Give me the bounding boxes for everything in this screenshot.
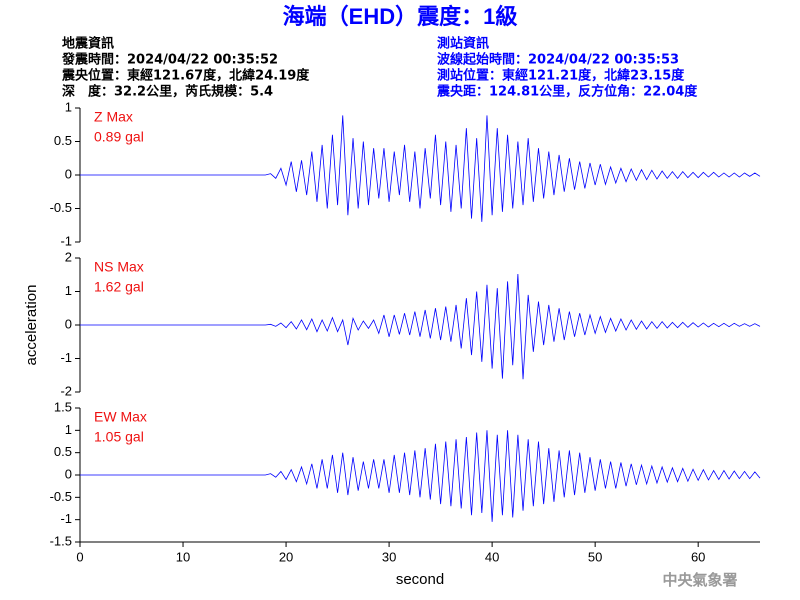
x-tick-label: 0 <box>76 549 83 564</box>
y-tick-label: -1 <box>60 350 72 365</box>
y-tick-label: -1 <box>60 233 72 248</box>
panel-label: EW Max <box>94 409 147 425</box>
y-tick-label: 0 <box>65 166 72 181</box>
waveform <box>80 274 761 380</box>
chart-title: 海端（EHD）震度：1級 <box>283 4 518 29</box>
y-tick-label: 0 <box>65 466 72 481</box>
panel-label: Z Max <box>94 109 133 125</box>
x-tick-label: 10 <box>176 549 190 564</box>
y-tick-label: 1 <box>65 283 72 298</box>
max-label: 0.89 gal <box>94 129 144 145</box>
left-info: 發震時間：2024/04/22 00:35:52 <box>61 52 278 68</box>
max-label: 1.05 gal <box>94 429 144 445</box>
right-info: 震央距：124.81公里，反方位角：22.04度 <box>436 84 698 100</box>
left-info: 地震資訊 <box>62 36 114 52</box>
footer: 中央氣象署 <box>662 571 737 589</box>
y-tick-label: -0.5 <box>50 200 72 215</box>
left-info: 深 度：32.2公里，芮氏規模：5.4 <box>62 84 273 100</box>
y-tick-label: 1 <box>65 422 72 437</box>
y-tick-label: 0 <box>65 316 72 331</box>
x-axis-label: second <box>396 571 444 588</box>
x-tick-label: 50 <box>588 549 602 564</box>
y-axis-label: acceleration <box>23 285 40 366</box>
waveform <box>80 430 761 522</box>
y-tick-label: 2 <box>65 249 72 264</box>
x-tick-label: 20 <box>279 549 293 564</box>
x-tick-label: 60 <box>691 549 705 564</box>
panel-label: NS Max <box>94 259 144 275</box>
y-tick-label: 1.5 <box>54 399 72 414</box>
y-tick-label: -0.5 <box>50 489 72 504</box>
y-tick-label: 1 <box>65 99 72 114</box>
waveform <box>80 115 761 222</box>
right-info: 測站位置：東經121.21度，北緯23.15度 <box>437 68 685 84</box>
left-info: 震央位置：東經121.67度，北緯24.19度 <box>61 68 310 84</box>
x-tick-label: 30 <box>382 549 396 564</box>
y-tick-label: -1.5 <box>50 533 72 548</box>
y-tick-label: 0.5 <box>54 444 72 459</box>
y-tick-label: -2 <box>60 383 72 398</box>
max-label: 1.62 gal <box>94 279 144 295</box>
y-tick-label: 0.5 <box>54 133 72 148</box>
right-info: 波線起始時間：2024/04/22 00:35:53 <box>437 52 679 68</box>
right-info: 測站資訊 <box>437 36 489 52</box>
x-tick-label: 40 <box>485 549 499 564</box>
y-tick-label: -1 <box>60 511 72 526</box>
